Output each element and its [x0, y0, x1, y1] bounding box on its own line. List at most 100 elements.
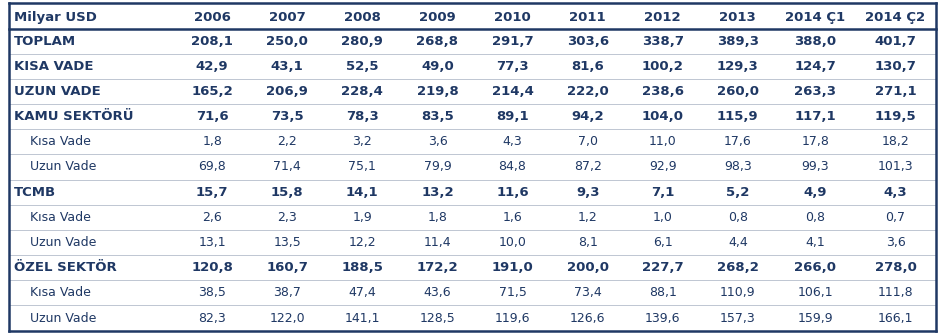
Text: 78,3: 78,3 — [346, 110, 379, 123]
Text: 71,6: 71,6 — [195, 110, 228, 123]
Text: 99,3: 99,3 — [801, 161, 828, 173]
Text: 2,6: 2,6 — [202, 211, 222, 224]
Text: 0,8: 0,8 — [727, 211, 747, 224]
Text: 3,6: 3,6 — [427, 135, 447, 148]
Text: 81,6: 81,6 — [571, 60, 603, 73]
Text: 13,2: 13,2 — [421, 186, 453, 199]
Text: TCMB: TCMB — [14, 186, 56, 199]
Text: 0,8: 0,8 — [804, 211, 824, 224]
Text: 98,3: 98,3 — [723, 161, 750, 173]
Text: 266,0: 266,0 — [794, 261, 835, 274]
Text: 7,1: 7,1 — [650, 186, 674, 199]
Text: 126,6: 126,6 — [569, 312, 605, 325]
Text: 13,5: 13,5 — [273, 236, 301, 249]
Text: 2014 Ç1: 2014 Ç1 — [784, 11, 845, 24]
Text: 219,8: 219,8 — [416, 85, 458, 98]
Text: 119,5: 119,5 — [874, 110, 916, 123]
Text: 106,1: 106,1 — [797, 286, 833, 299]
Text: 250,0: 250,0 — [266, 35, 308, 48]
Text: 117,1: 117,1 — [794, 110, 835, 123]
Text: 4,9: 4,9 — [802, 186, 826, 199]
Text: 52,5: 52,5 — [346, 60, 379, 73]
Text: 214,4: 214,4 — [491, 85, 533, 98]
Text: 6,1: 6,1 — [652, 236, 672, 249]
Text: 110,9: 110,9 — [719, 286, 755, 299]
Text: ÖZEL SEKTÖR: ÖZEL SEKTÖR — [14, 261, 117, 274]
Text: 268,2: 268,2 — [716, 261, 758, 274]
Text: 43,6: 43,6 — [423, 286, 451, 299]
Text: 120,8: 120,8 — [191, 261, 233, 274]
Text: 88,1: 88,1 — [649, 286, 676, 299]
Text: 75,1: 75,1 — [348, 161, 376, 173]
Text: 82,3: 82,3 — [198, 312, 226, 325]
Text: 3,6: 3,6 — [885, 236, 904, 249]
Text: 11,0: 11,0 — [649, 135, 676, 148]
Text: 2006: 2006 — [194, 11, 230, 24]
Text: 73,4: 73,4 — [573, 286, 601, 299]
Text: UZUN VADE: UZUN VADE — [14, 85, 101, 98]
Text: 260,0: 260,0 — [716, 85, 758, 98]
Text: 115,9: 115,9 — [716, 110, 758, 123]
Text: 191,0: 191,0 — [491, 261, 532, 274]
Text: 271,1: 271,1 — [874, 85, 916, 98]
Text: 303,6: 303,6 — [566, 35, 608, 48]
Text: 4,3: 4,3 — [883, 186, 906, 199]
Text: 94,2: 94,2 — [571, 110, 603, 123]
Text: 87,2: 87,2 — [573, 161, 601, 173]
Text: 12,2: 12,2 — [348, 236, 376, 249]
Text: 92,9: 92,9 — [649, 161, 676, 173]
Text: 188,5: 188,5 — [341, 261, 383, 274]
Text: 83,5: 83,5 — [421, 110, 453, 123]
Text: 77,3: 77,3 — [496, 60, 529, 73]
Text: 84,8: 84,8 — [498, 161, 526, 173]
Text: 104,0: 104,0 — [641, 110, 683, 123]
Text: 268,8: 268,8 — [416, 35, 458, 48]
Text: 11,4: 11,4 — [423, 236, 451, 249]
Text: 1,9: 1,9 — [352, 211, 372, 224]
Text: 389,3: 389,3 — [716, 35, 758, 48]
Text: 42,9: 42,9 — [195, 60, 228, 73]
Text: 2010: 2010 — [494, 11, 531, 24]
Text: Uzun Vade: Uzun Vade — [30, 161, 96, 173]
Text: 206,9: 206,9 — [266, 85, 308, 98]
Text: 122,0: 122,0 — [269, 312, 305, 325]
Text: 401,7: 401,7 — [873, 35, 916, 48]
Text: 2,3: 2,3 — [278, 211, 296, 224]
Text: 69,8: 69,8 — [198, 161, 226, 173]
Text: 111,8: 111,8 — [877, 286, 912, 299]
Text: TOPLAM: TOPLAM — [14, 35, 76, 48]
Text: 71,5: 71,5 — [498, 286, 526, 299]
Text: 100,2: 100,2 — [641, 60, 683, 73]
Text: 141,1: 141,1 — [345, 312, 379, 325]
Text: 228,4: 228,4 — [341, 85, 383, 98]
Text: 71,4: 71,4 — [273, 161, 301, 173]
Text: 15,8: 15,8 — [271, 186, 303, 199]
Text: 157,3: 157,3 — [719, 312, 755, 325]
Text: Milyar USD: Milyar USD — [14, 11, 97, 24]
Text: 11,6: 11,6 — [496, 186, 529, 199]
Text: 73,5: 73,5 — [271, 110, 303, 123]
Text: 9,3: 9,3 — [575, 186, 598, 199]
Text: 200,0: 200,0 — [566, 261, 608, 274]
Text: 139,6: 139,6 — [645, 312, 680, 325]
Text: 2014 Ç2: 2014 Ç2 — [865, 11, 924, 24]
Text: 2013: 2013 — [718, 11, 755, 24]
Text: Kısa Vade: Kısa Vade — [30, 211, 91, 224]
Text: 15,7: 15,7 — [195, 186, 228, 199]
Text: 8,1: 8,1 — [577, 236, 597, 249]
Text: 2009: 2009 — [418, 11, 455, 24]
Text: 159,9: 159,9 — [797, 312, 833, 325]
Text: 119,6: 119,6 — [495, 312, 530, 325]
Text: 2,2: 2,2 — [278, 135, 296, 148]
Text: 43,1: 43,1 — [271, 60, 303, 73]
Text: 4,3: 4,3 — [502, 135, 522, 148]
Text: 263,3: 263,3 — [794, 85, 835, 98]
Text: 128,5: 128,5 — [419, 312, 455, 325]
Text: 338,7: 338,7 — [641, 35, 683, 48]
Text: 166,1: 166,1 — [877, 312, 912, 325]
Text: 101,3: 101,3 — [877, 161, 912, 173]
Text: 3,2: 3,2 — [352, 135, 372, 148]
Text: 18,2: 18,2 — [881, 135, 908, 148]
Text: 49,0: 49,0 — [421, 60, 453, 73]
Text: 160,7: 160,7 — [266, 261, 308, 274]
